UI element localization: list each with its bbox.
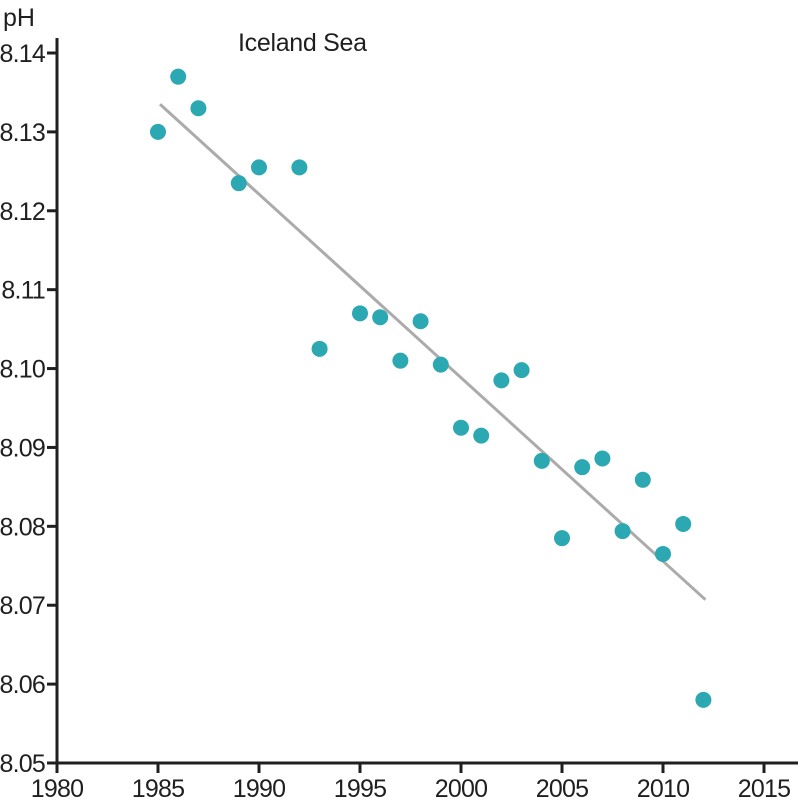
scatter-dot — [594, 450, 611, 467]
trend-layer — [159, 103, 707, 601]
scatter-dot — [695, 691, 712, 708]
scatter-dot — [554, 530, 570, 547]
y-tick-label: 8.12 — [0, 198, 45, 226]
x-tick-label: 1980 — [31, 775, 83, 803]
y-tick-label: 8.05 — [0, 750, 45, 778]
x-tick-label: 2000 — [435, 775, 487, 803]
scatter-dot — [493, 372, 510, 389]
scatter-dot — [251, 159, 267, 176]
scatter-dot — [372, 309, 389, 326]
scatter-dot — [453, 419, 469, 436]
x-tick-label: 2015 — [738, 775, 790, 803]
scatter-dot — [392, 352, 409, 369]
trend-line — [159, 103, 707, 601]
scatter-dot — [533, 452, 550, 469]
scatter-dot — [513, 362, 530, 379]
scatter-dot — [473, 427, 490, 444]
y-axis-title: pH — [3, 4, 35, 32]
scatter-dot — [170, 68, 187, 85]
y-tick-label: 8.10 — [0, 356, 45, 384]
scatter-dot — [574, 459, 591, 476]
scatter-dot — [432, 356, 449, 373]
y-tick-label: 8.08 — [0, 513, 45, 541]
y-tick-label: 8.11 — [1, 277, 45, 305]
chart-title: Iceland Sea — [238, 29, 367, 57]
x-tick-label: 1985 — [132, 775, 184, 803]
scatter-dot — [675, 515, 692, 532]
scatter-dot — [190, 100, 207, 117]
scatter-dot — [230, 175, 247, 192]
x-tick-label: 1990 — [233, 775, 285, 803]
scatter-dot — [150, 123, 166, 140]
x-tick-label: 1995 — [334, 775, 386, 803]
y-tick-label: 8.09 — [0, 434, 45, 462]
x-tick-label: 2005 — [536, 775, 588, 803]
x-tick-label: 2010 — [637, 775, 689, 803]
scatter-dot — [655, 545, 671, 562]
y-tick-label: 8.06 — [0, 671, 45, 699]
data-points-layer — [150, 68, 712, 708]
y-tick-label: 8.07 — [0, 592, 45, 620]
scatter-dot — [352, 305, 368, 322]
y-tick-label: 8.14 — [0, 40, 46, 68]
scatter-dot — [614, 523, 631, 540]
scatter-dot — [291, 159, 308, 176]
scatter-dot — [634, 471, 651, 488]
scatter-dot — [311, 340, 328, 357]
axes-layer: 1980 1985 1990 1995 2000 2005 2010 2015 8.05 8.06… — [0, 38, 798, 803]
scatter-dot — [412, 313, 429, 330]
y-tick-label: 8.13 — [0, 119, 45, 147]
